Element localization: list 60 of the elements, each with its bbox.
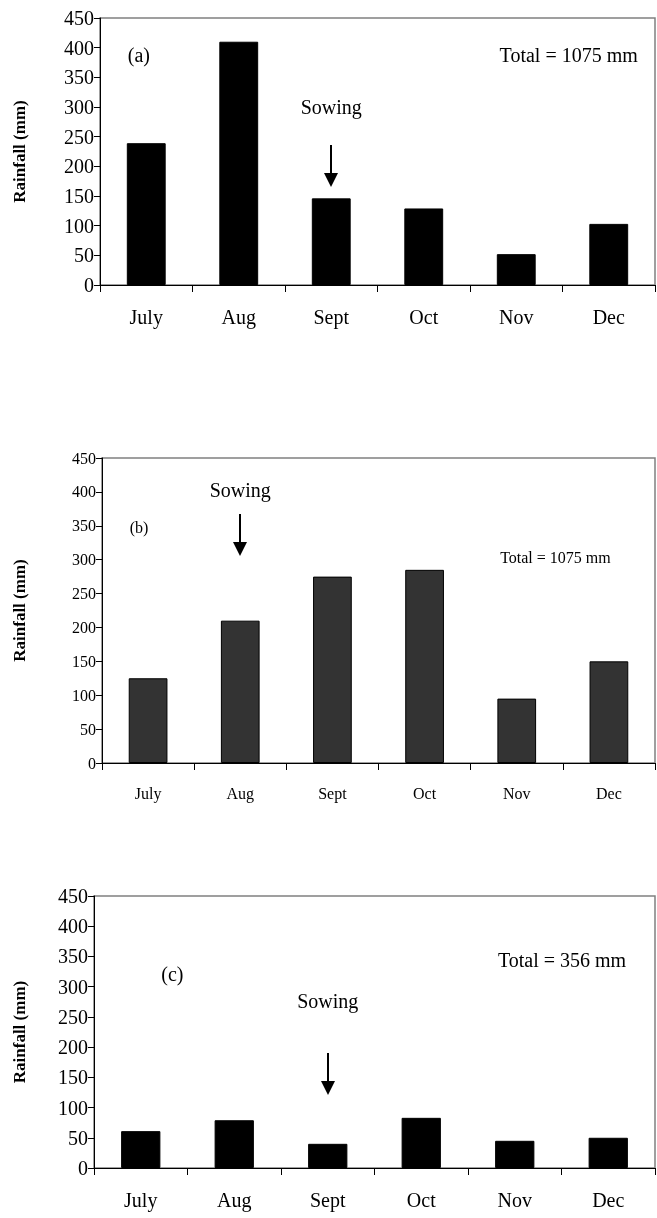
y-tick-label: 350: [58, 945, 88, 968]
x-tick-label: Dec: [592, 306, 625, 328]
y-tick-label: 250: [72, 585, 96, 603]
x-tick-label: Nov: [499, 306, 534, 328]
y-tick-label: 450: [72, 449, 96, 467]
y-tick-label: 400: [58, 915, 88, 938]
annotation: Sowing: [209, 478, 271, 502]
y-tick-label: 400: [72, 483, 96, 501]
annotation: Sowing: [300, 96, 362, 120]
y-tick-label: 50: [68, 1126, 88, 1149]
y-tick-label: 200: [72, 618, 96, 636]
y-tick-label: 300: [58, 975, 88, 998]
y-tick-label: 0: [78, 1157, 88, 1179]
y-tick-label: 200: [64, 155, 94, 178]
y-tick-label: 100: [72, 686, 96, 704]
x-tick-label: Dec: [596, 784, 622, 802]
y-tick-label: 0: [88, 754, 96, 772]
x-tick-label: Sept: [309, 1189, 346, 1212]
y-tick-label: 450: [58, 885, 88, 907]
y-tick-label: 450: [64, 7, 94, 29]
x-tick-label: Aug: [221, 306, 256, 329]
y-tick-label: 250: [58, 1005, 88, 1028]
y-tick-label: 100: [64, 214, 94, 237]
x-tick-label: July: [124, 1189, 158, 1212]
y-tick-label: 150: [64, 185, 94, 207]
y-tick-label: 300: [72, 551, 96, 569]
annotation: (b): [129, 518, 149, 537]
y-tick-label: 350: [72, 517, 96, 535]
y-tick-label: 300: [64, 96, 94, 118]
annotation: (c): [161, 963, 184, 986]
y-axis-title: Rainfall (mm): [10, 100, 29, 203]
annotation: Total = 1075 mm: [500, 549, 612, 566]
x-tick-label: Nov: [502, 784, 531, 802]
y-tick-label: 350: [64, 66, 94, 89]
y-tick-label: 200: [58, 1036, 88, 1059]
annotation: (a): [127, 43, 150, 67]
annotation: Sowing: [297, 989, 359, 1013]
x-tick-label: Oct: [413, 784, 437, 802]
y-tick-label: 150: [58, 1066, 88, 1089]
x-tick-label: Sept: [318, 784, 348, 803]
y-axis-title: Rainfall (mm): [10, 980, 29, 1084]
x-tick-label: July: [134, 784, 162, 803]
x-tick-label: Nov: [497, 1189, 532, 1211]
annotation: Total = 356 mm: [497, 949, 627, 972]
y-tick-label: 0: [84, 274, 94, 296]
y-axis-title: Rainfall (mm): [10, 559, 29, 662]
y-tick-label: 400: [64, 36, 94, 59]
x-tick-label: Oct: [409, 306, 439, 328]
y-tick-label: 150: [72, 652, 96, 670]
x-tick-label: Oct: [406, 1189, 437, 1211]
y-tick-label: 50: [80, 720, 96, 738]
x-tick-label: Aug: [226, 784, 255, 803]
x-tick-label: Sept: [313, 306, 350, 329]
y-tick-label: 250: [64, 125, 94, 148]
x-tick-label: Aug: [217, 1189, 252, 1212]
y-tick-label: 100: [58, 1096, 88, 1119]
x-tick-label: Dec: [592, 1189, 625, 1211]
annotation: Total = 1075 mm: [499, 43, 639, 66]
y-tick-label: 50: [74, 244, 94, 267]
x-tick-label: July: [129, 306, 163, 329]
